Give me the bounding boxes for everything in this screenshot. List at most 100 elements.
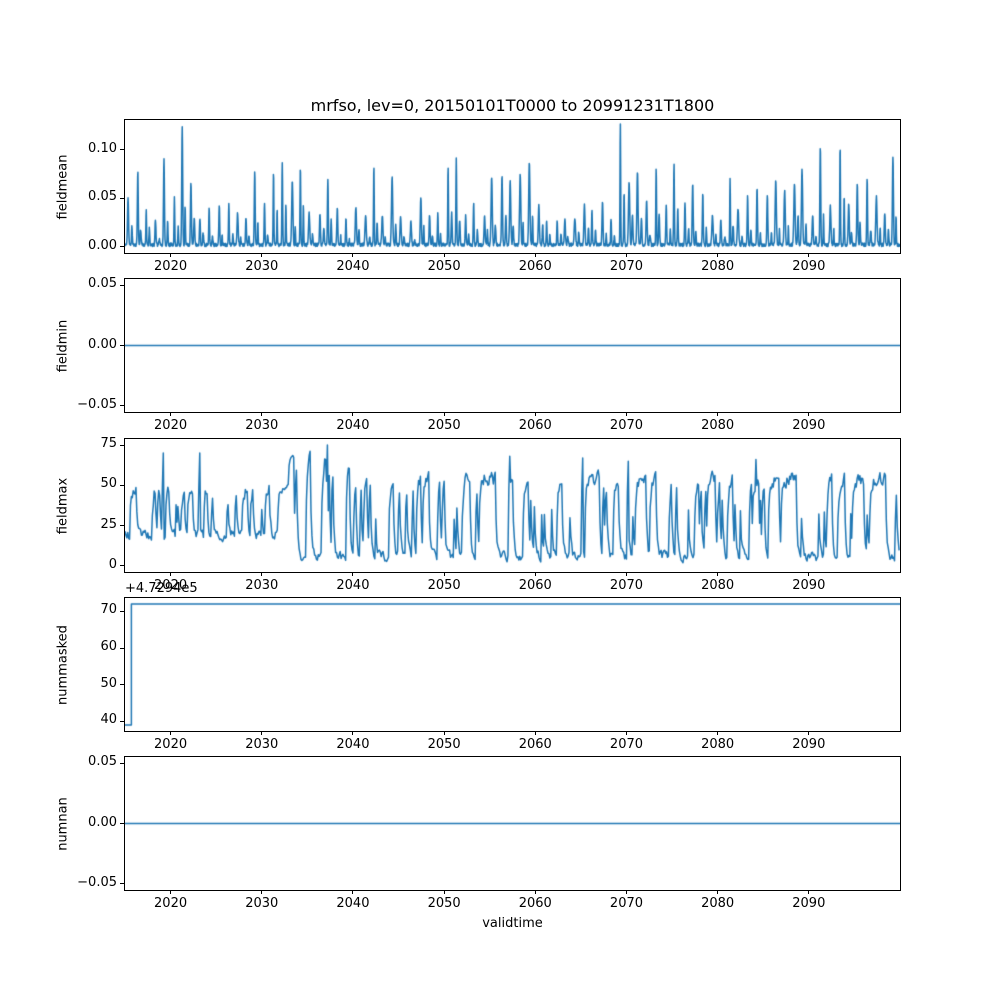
x-axis-label: validtime xyxy=(482,916,543,931)
y-tick-label: 0.10 xyxy=(88,140,117,156)
x-tick-label: 2040 xyxy=(336,259,370,274)
x-tick-mark xyxy=(625,890,627,894)
plot-canvas-fieldmean xyxy=(125,120,900,253)
x-tick-mark xyxy=(625,253,627,257)
x-tick-label: 2030 xyxy=(245,578,279,593)
y-tick-label: 0.00 xyxy=(88,336,117,352)
y-tick-mark xyxy=(120,610,124,612)
x-tick-mark xyxy=(717,253,719,257)
x-tick-label: 2020 xyxy=(154,737,188,752)
x-tick-label: 2060 xyxy=(518,737,552,752)
y-tick-mark xyxy=(120,246,124,248)
x-tick-mark xyxy=(717,731,719,735)
x-tick-mark xyxy=(534,731,536,735)
x-tick-label: 2050 xyxy=(427,737,461,752)
y-tick-mark xyxy=(120,444,124,446)
x-tick-label: 2030 xyxy=(245,737,279,752)
y-tick-mark xyxy=(120,197,124,199)
x-tick-mark xyxy=(808,731,810,735)
y-tick-mark xyxy=(120,565,124,567)
x-tick-label: 2050 xyxy=(427,418,461,433)
x-tick-label: 2080 xyxy=(701,896,735,911)
x-tick-label: 2040 xyxy=(336,737,370,752)
x-tick-label: 2070 xyxy=(609,896,644,911)
y-tick-mark xyxy=(120,484,124,486)
y-tick-label: 50 xyxy=(100,476,117,492)
y-tick-mark xyxy=(120,823,124,824)
x-tick-mark xyxy=(443,890,445,894)
x-tick-mark xyxy=(717,412,719,416)
y-tick-mark xyxy=(120,284,124,286)
x-tick-mark xyxy=(808,253,810,257)
x-tick-mark xyxy=(717,572,719,576)
x-tick-mark xyxy=(534,412,536,416)
x-tick-label: 2030 xyxy=(245,896,279,911)
x-tick-label: 2060 xyxy=(518,578,552,593)
x-tick-mark xyxy=(261,890,263,894)
x-tick-mark xyxy=(808,412,810,416)
plot-canvas-numnan xyxy=(125,757,900,890)
x-tick-mark xyxy=(352,412,354,416)
y-tick-mark xyxy=(120,684,124,686)
x-tick-mark xyxy=(170,731,172,735)
y-tick-label: 0.05 xyxy=(88,189,117,205)
x-tick-label: 2090 xyxy=(792,578,826,593)
x-tick-mark xyxy=(808,572,810,576)
y-tick-mark xyxy=(120,883,124,885)
x-tick-mark xyxy=(534,253,536,257)
x-tick-mark xyxy=(170,253,172,257)
x-tick-label: 2050 xyxy=(427,259,461,274)
plot-area-numnan xyxy=(124,756,901,891)
x-tick-mark xyxy=(352,890,354,894)
x-tick-mark xyxy=(352,253,354,257)
x-tick-label: 2060 xyxy=(518,896,552,911)
x-tick-label: 2070 xyxy=(609,259,644,274)
y-axis-label-fieldmean: fieldmean xyxy=(55,154,71,219)
plot-canvas-fieldmin xyxy=(125,279,900,412)
y-tick-label: 0.00 xyxy=(88,814,117,830)
x-tick-label: 2080 xyxy=(701,578,735,593)
x-tick-mark xyxy=(534,890,536,894)
x-tick-mark xyxy=(808,890,810,894)
x-tick-label: 2090 xyxy=(792,896,826,911)
x-tick-label: 2080 xyxy=(701,737,735,752)
x-tick-mark xyxy=(443,412,445,416)
y-tick-mark xyxy=(120,345,124,346)
x-tick-label: 2090 xyxy=(792,259,826,274)
y-tick-label: 0 xyxy=(108,556,117,572)
x-tick-label: 2050 xyxy=(427,896,461,911)
plot-area-fieldmin xyxy=(124,278,901,413)
y-axis-offset-text: +4.7294e5 xyxy=(125,581,198,596)
x-tick-label: 2040 xyxy=(336,418,370,433)
y-tick-label: 75 xyxy=(100,436,117,452)
x-tick-mark xyxy=(625,731,627,735)
x-tick-mark xyxy=(170,890,172,894)
y-tick-label: 70 xyxy=(100,602,117,618)
x-tick-label: 2090 xyxy=(792,737,826,752)
x-tick-mark xyxy=(443,731,445,735)
plot-area-fieldmax xyxy=(124,438,901,573)
x-tick-mark xyxy=(443,253,445,257)
x-tick-label: 2070 xyxy=(609,737,644,752)
plot-area-fieldmean xyxy=(124,119,901,254)
y-tick-label: 50 xyxy=(100,675,117,691)
x-tick-label: 2040 xyxy=(336,578,370,593)
x-tick-label: 2020 xyxy=(154,259,188,274)
x-tick-label: 2020 xyxy=(154,578,188,593)
plot-canvas-nummasked xyxy=(125,598,900,731)
y-tick-label: 25 xyxy=(100,516,117,532)
x-tick-mark xyxy=(170,412,172,416)
x-tick-label: 2020 xyxy=(154,896,188,911)
x-tick-label: 2060 xyxy=(518,418,552,433)
x-tick-label: 2070 xyxy=(609,418,644,433)
x-tick-label: 2070 xyxy=(609,578,644,593)
x-tick-label: 2030 xyxy=(245,418,279,433)
x-tick-mark xyxy=(261,572,263,576)
x-tick-mark xyxy=(625,572,627,576)
x-tick-mark xyxy=(261,731,263,735)
y-tick-mark xyxy=(120,720,124,722)
y-axis-label-nummasked: nummasked xyxy=(55,624,71,705)
x-tick-label: 2050 xyxy=(427,578,461,593)
y-tick-label: 60 xyxy=(100,639,117,654)
